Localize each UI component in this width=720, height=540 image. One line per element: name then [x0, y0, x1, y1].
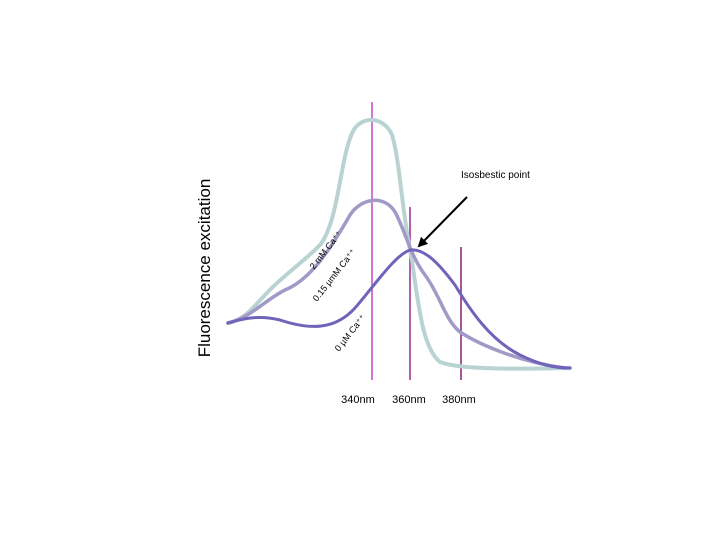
- wavelength-label: 340nm: [341, 394, 375, 406]
- curve-high-ca: [226, 118, 572, 371]
- annotation: Isosbestic point: [461, 170, 530, 181]
- wavelength-label: 360nm: [392, 394, 426, 406]
- axis-label: Fluorescence excitation: [195, 179, 214, 358]
- wavelength-label: 380nm: [442, 394, 476, 406]
- curve-label: 0 µM Ca⁺⁺: [333, 312, 368, 353]
- arrow: [417, 196, 468, 248]
- curve-mid-ca: [226, 198, 567, 370]
- curve-zero-ca: [226, 248, 572, 370]
